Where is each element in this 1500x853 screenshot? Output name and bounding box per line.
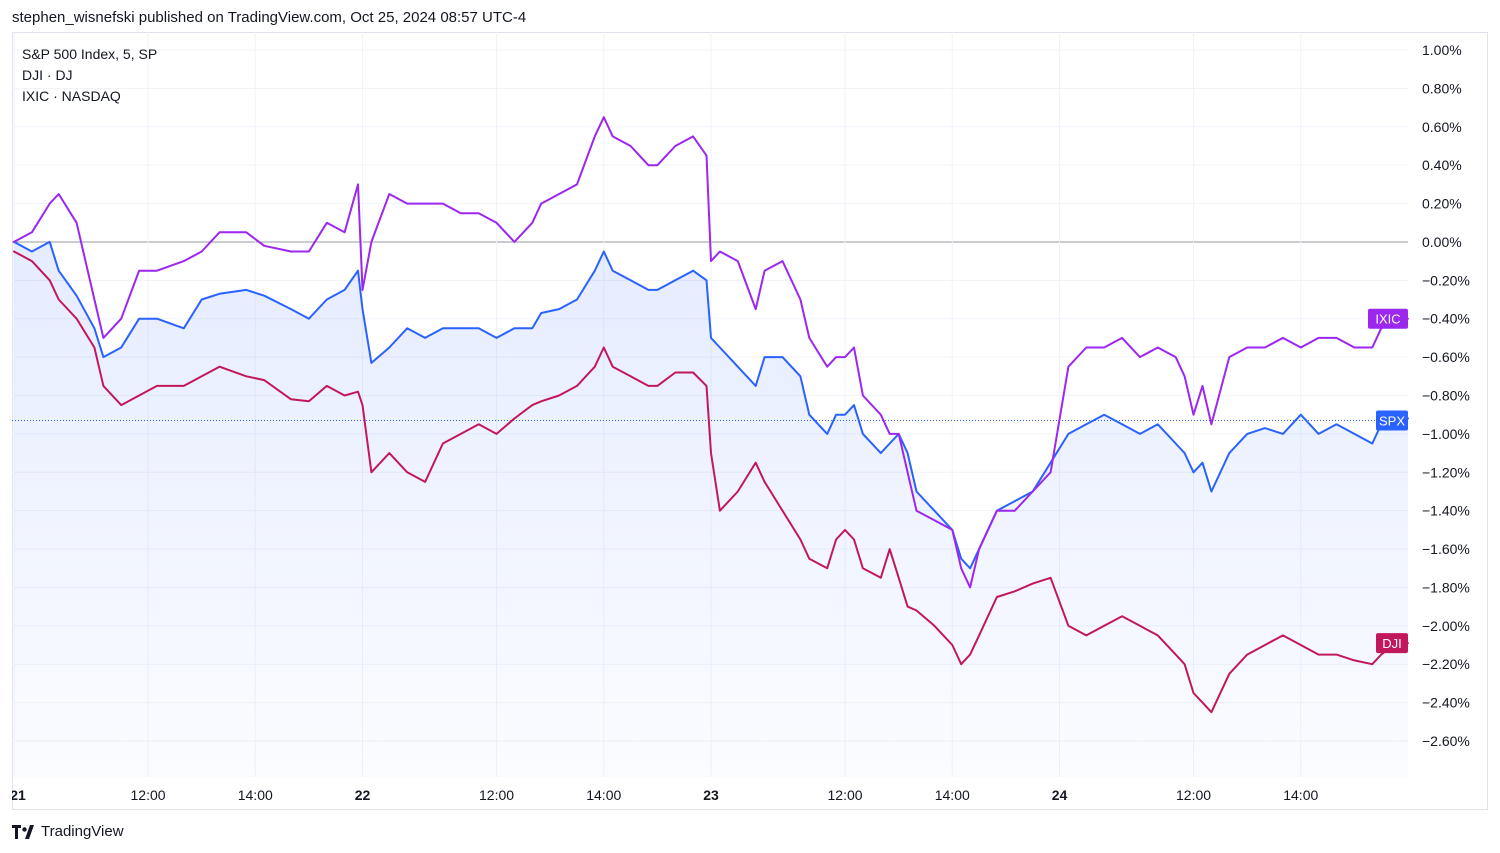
end-tag-label: IXIC (1375, 312, 1400, 327)
y-tick-label: 0.00% (1422, 234, 1462, 250)
spx-area-fill (14, 241, 1408, 777)
chart[interactable]: 1.00% 0.80% 0.60% 0.40% 0.20% 0.00% −0.20% −0.4… (12, 32, 1488, 810)
y-tick-label: −1.00% (1422, 426, 1470, 442)
legend-item-dji[interactable]: DJI · DJ (22, 67, 73, 83)
x-tick-label: 12:00 (479, 787, 514, 803)
x-tick-label: 14:00 (586, 787, 621, 803)
tradingview-logo-icon[interactable] (12, 824, 36, 839)
end-tag-bg (1376, 410, 1408, 431)
y-tick-label: 1.00% (1422, 42, 1462, 58)
y-tick-label: −0.20% (1422, 272, 1470, 288)
publish-info: stephen_wisnefski published on TradingVi… (12, 9, 527, 26)
legend-item-spx[interactable]: S&P 500 Index, 5, SP (22, 46, 158, 62)
y-tick-label: −2.40% (1422, 695, 1470, 711)
x-axis: 21 12:00 14:00 22 12:00 14:00 23 12:00 14:00 24 12… (12, 787, 1318, 803)
y-tick-label: −0.80% (1422, 388, 1470, 404)
x-tick-label: 14:00 (935, 787, 970, 803)
y-axis: 1.00% 0.80% 0.60% 0.40% 0.20% 0.00% −0.20% −0.4… (1422, 42, 1470, 749)
y-tick-label: 0.40% (1422, 157, 1462, 173)
series-line-dji[interactable] (13, 250, 1409, 714)
x-tick-label: 24 (1052, 787, 1068, 803)
end-tag-spx: SPX (1376, 410, 1408, 431)
x-tick-label: 12:00 (828, 787, 863, 803)
y-tick-label: −1.80% (1422, 579, 1470, 595)
series-line-ixic[interactable] (13, 116, 1409, 589)
y-tick-label: −0.60% (1422, 349, 1470, 365)
series-end-tags: SPX DJI IXIC (1368, 308, 1408, 654)
end-tag-label: DJI (1382, 636, 1402, 651)
y-tick-label: −1.20% (1422, 464, 1470, 480)
x-tick-label: 12:00 (1176, 787, 1211, 803)
end-tag-ixic: IXIC (1368, 308, 1408, 329)
spx-area (12, 241, 1408, 777)
legend-item-ixic[interactable]: IXIC · NASDAQ (22, 88, 121, 104)
end-tag-dji: DJI (1376, 633, 1408, 654)
x-tick-label: 21 (12, 787, 26, 803)
series-lines (13, 116, 1409, 714)
end-tag-label: SPX (1379, 413, 1405, 428)
x-tick-label: 14:00 (1283, 787, 1318, 803)
end-tag-bg (1368, 308, 1408, 329)
y-tick-label: −1.40% (1422, 503, 1470, 519)
y-tick-label: −2.20% (1422, 656, 1470, 672)
footer: TradingView (12, 823, 124, 840)
x-tick-label: 23 (703, 787, 719, 803)
x-tick-label: 22 (355, 787, 371, 803)
y-tick-label: 0.20% (1422, 196, 1462, 212)
y-tick-label: 0.80% (1422, 80, 1462, 96)
chart-frame (12, 32, 1488, 810)
end-tag-bg (1376, 633, 1408, 654)
legend: S&P 500 Index, 5, SP DJI · DJ IXIC · NAS… (22, 44, 157, 107)
y-tick-label: −2.60% (1422, 733, 1470, 749)
x-tick-label: 12:00 (131, 787, 166, 803)
y-tick-label: −2.00% (1422, 618, 1470, 634)
y-tick-label: −1.60% (1422, 541, 1470, 557)
series-line-spx[interactable] (13, 240, 1409, 570)
x-tick-label: 14:00 (238, 787, 273, 803)
footer-brand[interactable]: TradingView (41, 823, 124, 840)
y-tick-label: −0.40% (1422, 311, 1470, 327)
y-tick-label: 0.60% (1422, 119, 1462, 135)
